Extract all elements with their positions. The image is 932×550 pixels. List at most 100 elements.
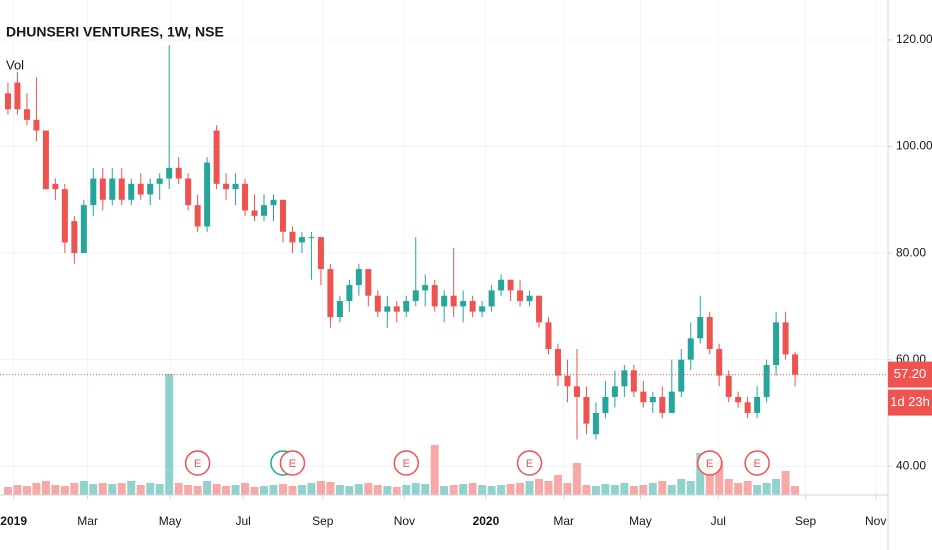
- volume-bar: [516, 483, 525, 495]
- candle-body: [573, 386, 580, 397]
- candle-body: [317, 237, 324, 270]
- volume-bar: [174, 483, 183, 495]
- candle-body: [697, 317, 704, 339]
- candle-body: [166, 167, 173, 179]
- volume-bar: [411, 483, 420, 495]
- candle-body: [630, 370, 637, 392]
- earnings-label: E: [403, 458, 410, 470]
- candle-body: [725, 375, 732, 397]
- volume-bar: [297, 485, 306, 495]
- volume-bar: [184, 485, 193, 495]
- candle-body: [659, 396, 666, 413]
- x-tick-label: Jul: [235, 514, 250, 528]
- candle-body: [384, 306, 391, 312]
- volume-bar: [127, 481, 136, 495]
- volume-bar: [402, 485, 411, 495]
- candle-body: [545, 322, 552, 350]
- volume-bar: [383, 486, 392, 495]
- candle-body: [336, 301, 343, 318]
- volume-bar: [610, 485, 619, 495]
- volume-bar: [449, 485, 458, 495]
- volume-bar: [629, 486, 638, 495]
- earnings-marker: [279, 450, 306, 476]
- candle-body: [649, 396, 656, 403]
- candle-body: [289, 231, 296, 243]
- candle-body: [403, 301, 410, 312]
- last-price-box: [888, 361, 932, 388]
- volume-bar: [70, 483, 79, 495]
- candle-body: [242, 183, 249, 211]
- volume-bar: [620, 483, 629, 495]
- volume-bar: [392, 487, 401, 495]
- candle-body: [279, 199, 286, 232]
- volume-bar: [582, 485, 591, 495]
- candle-body: [61, 189, 68, 243]
- candle-body: [554, 349, 561, 376]
- volume-bar: [373, 485, 382, 495]
- volume-bar: [3, 487, 12, 495]
- candle-body: [479, 306, 486, 312]
- volume-bar: [32, 483, 41, 495]
- x-tick-label: Sep: [795, 514, 817, 528]
- candle-body: [71, 221, 78, 254]
- x-tick-label: Nov: [394, 514, 415, 528]
- candle-body: [109, 178, 116, 200]
- volume-bar: [136, 485, 145, 495]
- candle-body: [744, 402, 751, 413]
- candle-body: [583, 396, 590, 424]
- volume-bar: [563, 483, 572, 495]
- candle-body: [450, 295, 457, 307]
- candle-body: [14, 82, 21, 110]
- overlay-layer: EEEEEEE: [0, 374, 888, 476]
- volume-bar: [591, 486, 600, 495]
- volume-bar: [724, 479, 733, 495]
- candle-body: [128, 183, 135, 200]
- volume-layer: [3, 374, 800, 495]
- earnings-label: E: [753, 458, 760, 470]
- candle-body: [308, 237, 315, 239]
- chart-title: DHUNSERI VENTURES, 1W, NSE: [6, 24, 224, 40]
- volume-bar: [250, 487, 259, 495]
- volume-bar: [203, 481, 212, 495]
- volume-bar: [440, 486, 449, 495]
- candle-body: [422, 285, 429, 291]
- volume-bar: [601, 484, 610, 495]
- volume-bar: [326, 482, 335, 495]
- volume-bar: [525, 481, 534, 495]
- candle-body: [251, 210, 258, 216]
- x-tick-label: Nov: [865, 514, 886, 528]
- volume-bar: [89, 484, 98, 495]
- candle-body: [90, 178, 97, 206]
- x-tick-label: May: [159, 514, 182, 528]
- volume-bar: [421, 484, 430, 495]
- volume-bar: [667, 485, 676, 495]
- candle-body: [431, 285, 438, 307]
- candle-body: [488, 290, 495, 307]
- volume-bar: [364, 483, 373, 495]
- volume-bar: [535, 479, 544, 495]
- x-tick-label: Jul: [711, 514, 726, 528]
- candle-body: [460, 301, 467, 307]
- candle-body: [498, 279, 505, 291]
- volume-bar: [13, 485, 22, 495]
- candle-body: [156, 178, 163, 184]
- volume-bar: [430, 445, 439, 495]
- volume-bar: [686, 481, 695, 495]
- x-tick-label: Mar: [553, 514, 574, 528]
- volume-label: Vol: [6, 57, 24, 72]
- candle-body: [754, 396, 761, 413]
- candle-body: [763, 364, 770, 397]
- y-tick-label: 40.00: [896, 458, 926, 472]
- candle-body: [517, 290, 524, 302]
- candle-body: [346, 285, 353, 302]
- candle-body: [185, 178, 192, 206]
- candle-body: [137, 183, 144, 195]
- candle-body: [175, 167, 182, 179]
- volume-bar: [553, 475, 562, 495]
- candle-body: [687, 338, 694, 360]
- earnings-marker: [516, 450, 543, 476]
- candle-body: [393, 306, 400, 312]
- x-tick-label: Sep: [312, 514, 334, 528]
